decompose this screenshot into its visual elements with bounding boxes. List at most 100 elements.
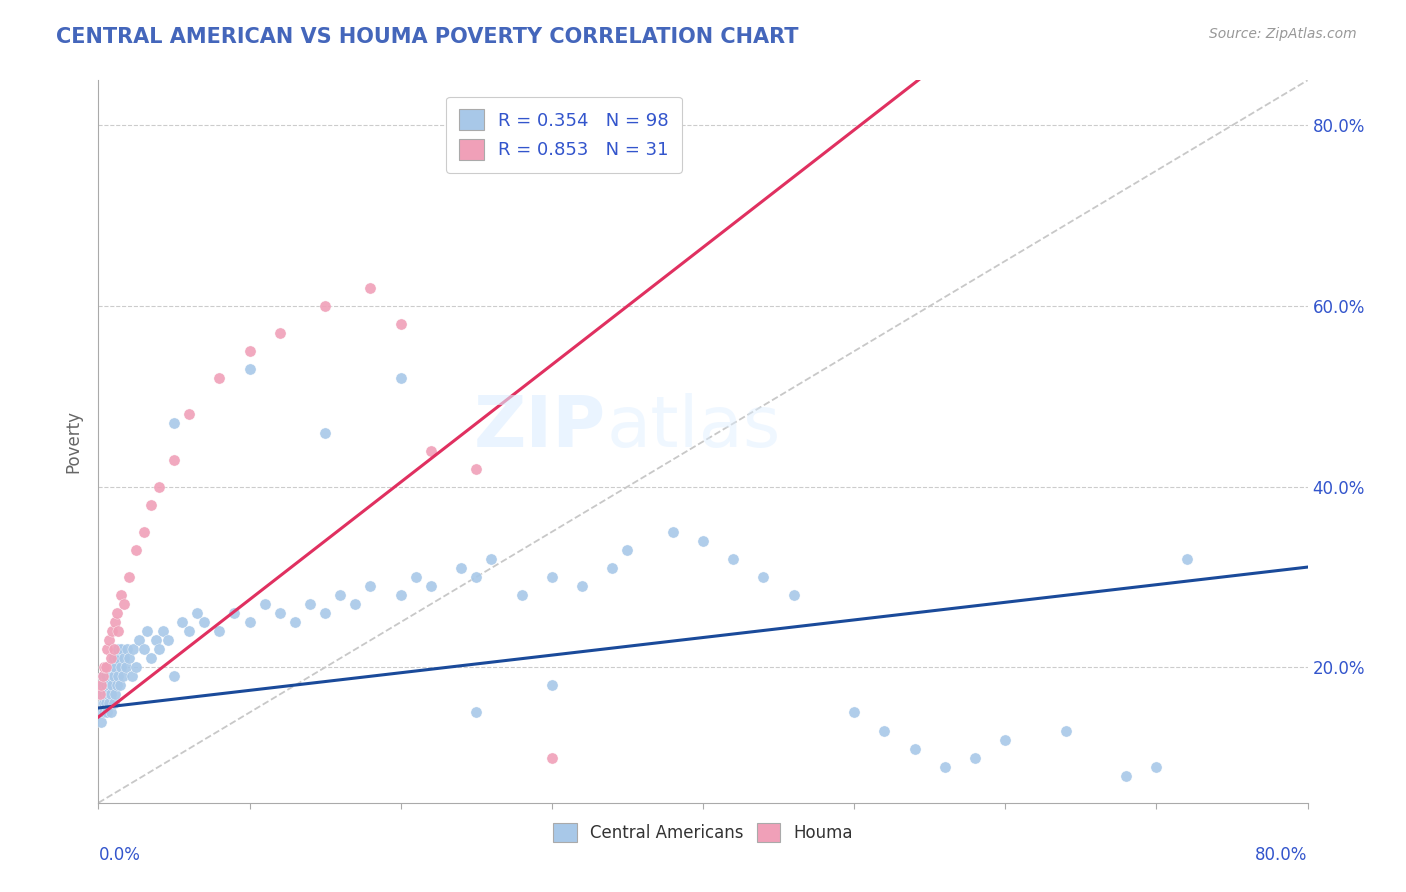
Point xyxy=(90,678,112,692)
Point xyxy=(389,317,412,331)
Point xyxy=(135,624,157,639)
Legend: Central Americans, Houma: Central Americans, Houma xyxy=(547,816,859,848)
Point xyxy=(540,750,562,764)
Point xyxy=(101,660,124,674)
Point xyxy=(450,561,472,575)
Point xyxy=(103,642,125,657)
Point xyxy=(98,697,121,711)
Point xyxy=(389,588,412,602)
Point xyxy=(93,660,115,674)
Point xyxy=(121,669,143,683)
Point xyxy=(186,606,208,620)
Point xyxy=(163,452,186,467)
Point xyxy=(269,326,291,340)
Point xyxy=(1115,769,1137,783)
Y-axis label: Poverty: Poverty xyxy=(65,410,83,473)
Point xyxy=(90,687,112,701)
Point xyxy=(239,344,262,359)
Point xyxy=(100,669,122,683)
Point xyxy=(329,588,352,602)
Point xyxy=(101,678,124,692)
Point xyxy=(405,570,427,584)
Point xyxy=(661,524,683,539)
Point xyxy=(360,281,382,295)
Point xyxy=(163,669,186,683)
Point xyxy=(96,706,118,720)
Text: atlas: atlas xyxy=(606,392,780,461)
Point xyxy=(510,588,533,602)
Point xyxy=(93,687,115,701)
Point xyxy=(269,606,291,620)
Point xyxy=(1144,760,1167,774)
Point xyxy=(224,606,246,620)
Text: 80.0%: 80.0% xyxy=(1256,847,1308,864)
Point xyxy=(179,624,201,639)
Point xyxy=(90,714,112,729)
Point xyxy=(844,706,866,720)
Point xyxy=(481,552,503,566)
Point xyxy=(965,750,987,764)
Point xyxy=(89,687,111,701)
Point xyxy=(571,579,593,593)
Point xyxy=(141,498,163,512)
Point xyxy=(101,624,124,639)
Point xyxy=(163,417,186,431)
Point xyxy=(94,697,117,711)
Point xyxy=(91,678,114,692)
Point xyxy=(540,570,562,584)
Point xyxy=(94,678,117,692)
Point xyxy=(420,579,443,593)
Point xyxy=(239,362,262,376)
Point xyxy=(465,570,488,584)
Point xyxy=(122,642,145,657)
Point xyxy=(152,624,174,639)
Point xyxy=(105,651,128,665)
Point xyxy=(114,660,136,674)
Point xyxy=(344,597,367,611)
Point xyxy=(94,669,117,683)
Point xyxy=(253,597,276,611)
Point xyxy=(107,669,129,683)
Text: 0.0%: 0.0% xyxy=(98,847,141,864)
Point xyxy=(170,615,193,630)
Point xyxy=(93,706,115,720)
Point xyxy=(934,760,956,774)
Point xyxy=(100,706,122,720)
Point xyxy=(115,642,138,657)
Point xyxy=(110,660,132,674)
Point xyxy=(692,533,714,548)
Point xyxy=(540,678,562,692)
Point xyxy=(103,669,125,683)
Point xyxy=(314,299,336,313)
Point xyxy=(112,651,135,665)
Point xyxy=(103,697,125,711)
Point xyxy=(208,371,231,385)
Point xyxy=(783,588,806,602)
Point xyxy=(128,633,150,648)
Point xyxy=(314,425,336,440)
Point xyxy=(1175,552,1198,566)
Point xyxy=(141,651,163,665)
Point xyxy=(465,706,488,720)
Point xyxy=(616,542,638,557)
Point xyxy=(93,697,115,711)
Point xyxy=(111,669,134,683)
Point xyxy=(193,615,215,630)
Point xyxy=(103,651,125,665)
Point xyxy=(904,741,927,756)
Point xyxy=(752,570,775,584)
Point xyxy=(105,606,128,620)
Point xyxy=(723,552,745,566)
Point xyxy=(104,660,127,674)
Point xyxy=(110,642,132,657)
Point xyxy=(314,606,336,620)
Point xyxy=(125,660,148,674)
Point xyxy=(107,624,129,639)
Point xyxy=(239,615,262,630)
Point xyxy=(118,651,141,665)
Point xyxy=(420,443,443,458)
Point xyxy=(873,723,896,738)
Point xyxy=(118,570,141,584)
Point xyxy=(132,524,155,539)
Point xyxy=(148,480,170,494)
